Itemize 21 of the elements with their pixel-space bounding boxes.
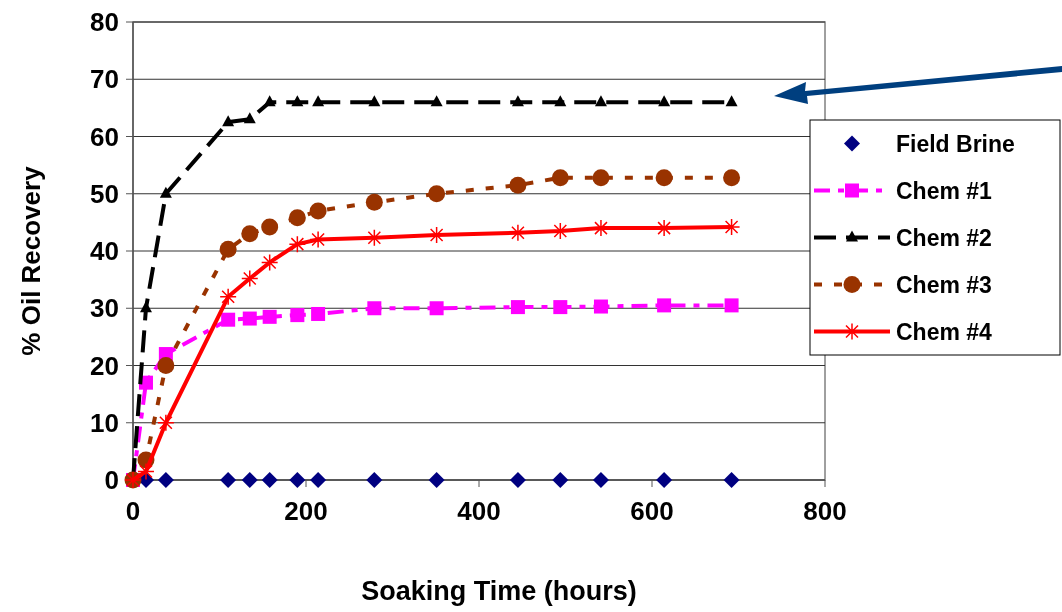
y-tick-label: 30: [90, 293, 119, 324]
legend-label: Field Brine: [896, 130, 1015, 157]
y-tick-label: 50: [90, 178, 119, 209]
x-axis-title: Soaking Time (hours): [361, 576, 637, 606]
y-tick-label: 60: [90, 121, 119, 152]
x-tick-label: 800: [803, 496, 847, 526]
y-tick-label: 10: [90, 407, 119, 438]
y-tick-label: 70: [90, 64, 119, 95]
x-tick-label: 0: [125, 496, 141, 526]
legend-label: Chem #3: [896, 271, 992, 298]
legend-label: Chem #4: [896, 318, 993, 345]
x-tick-label: 200: [284, 496, 328, 526]
y-tick-label: 20: [90, 350, 119, 381]
x-tick-label: 600: [630, 496, 674, 526]
x-tick-label: 400: [457, 496, 501, 526]
y-tick-label: 0: [104, 465, 119, 496]
y-tick-label: 40: [90, 236, 119, 267]
y-axis-title: % Oil Recovery: [16, 165, 46, 356]
legend-label: Chem #1: [896, 177, 993, 204]
legend-label: Chem #2: [896, 224, 992, 251]
y-tick-label: 80: [90, 7, 119, 38]
